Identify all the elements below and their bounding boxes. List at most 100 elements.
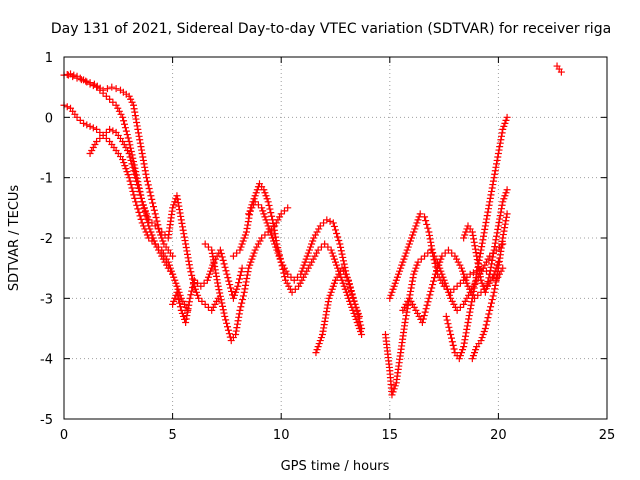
data-point: [114, 104, 122, 112]
data-point: [491, 239, 499, 247]
data-point: [463, 279, 471, 287]
data-point: [436, 258, 444, 266]
data-point: [316, 222, 324, 230]
data-point: [445, 323, 453, 331]
data-point: [277, 210, 285, 218]
data-point: [460, 300, 468, 308]
data-point: [244, 268, 252, 276]
data-point: [390, 282, 398, 290]
data-point: [358, 331, 366, 339]
data-point: [341, 270, 349, 278]
data-point: [493, 271, 501, 279]
data-point: [183, 312, 191, 320]
data-point: [328, 285, 336, 293]
data-point: [198, 297, 206, 305]
data-point: [133, 177, 141, 185]
data-point: [502, 217, 510, 225]
data-point: [438, 279, 446, 287]
data-point: [326, 217, 334, 225]
data-point: [82, 77, 90, 85]
data-point: [209, 303, 217, 311]
data-point: [402, 312, 410, 320]
data-point: [473, 256, 481, 264]
data-point: [287, 273, 295, 281]
data-point: [469, 269, 477, 277]
data-point: [357, 321, 365, 329]
data-point: [478, 279, 486, 287]
data-point: [446, 327, 454, 335]
data-point: [482, 321, 490, 329]
data-point: [211, 300, 219, 308]
data-point: [96, 134, 104, 142]
data-point: [470, 287, 478, 295]
data-point: [496, 139, 504, 147]
data-point: [172, 279, 180, 287]
data-point: [137, 143, 145, 151]
data-point: [142, 228, 150, 236]
data-point: [499, 198, 507, 206]
data-point: [122, 144, 130, 151]
data-point: [238, 299, 246, 307]
data-point: [272, 233, 280, 241]
data-point: [245, 264, 253, 272]
data-point: [354, 311, 362, 319]
data-point: [128, 98, 136, 106]
data-point: [489, 181, 497, 189]
data-point: [201, 300, 209, 308]
data-point: [223, 270, 231, 278]
data-point: [503, 113, 511, 121]
data-point: [151, 222, 159, 230]
data-point: [293, 273, 301, 281]
data-point: [494, 268, 502, 276]
data-point: [263, 219, 271, 227]
data-point: [151, 240, 159, 248]
data-point: [307, 243, 315, 251]
data-point: [398, 261, 406, 269]
data-point: [138, 146, 146, 154]
data-point: [468, 294, 476, 302]
data-point: [103, 85, 111, 93]
data-point: [242, 278, 250, 286]
data-point: [183, 250, 191, 258]
data-point: [271, 230, 279, 238]
series-trace-e: [169, 246, 246, 326]
data-point: [503, 210, 511, 218]
data-point: [338, 264, 346, 272]
data-point: [440, 282, 448, 290]
data-point: [430, 274, 438, 282]
chart-title: Day 131 of 2021, Sidereal Day-to-day VTE…: [51, 21, 611, 37]
data-point: [460, 339, 468, 347]
data-point: [462, 332, 470, 340]
data-point: [217, 250, 225, 258]
data-point: [449, 341, 457, 349]
data-point: [488, 184, 496, 192]
data-point: [456, 303, 464, 311]
data-point: [284, 270, 292, 278]
data-point: [443, 285, 451, 293]
data-point: [426, 235, 434, 243]
data-point: [421, 308, 429, 316]
data-point: [140, 160, 148, 168]
data-point: [271, 240, 279, 248]
data-point: [139, 201, 147, 209]
data-point: [239, 237, 247, 245]
data-point: [309, 237, 317, 245]
data-point: [491, 285, 499, 293]
data-point: [153, 217, 161, 225]
data-point: [484, 208, 492, 216]
data-point: [93, 137, 101, 145]
data-point: [136, 139, 144, 147]
data-point: [142, 170, 150, 178]
data-point: [133, 201, 141, 209]
data-point: [122, 165, 130, 173]
data-point: [300, 261, 308, 269]
data-point: [315, 340, 323, 348]
data-point: [480, 229, 488, 237]
data-point: [207, 267, 215, 275]
data-point: [125, 150, 133, 158]
data-point: [183, 308, 191, 316]
data-point: [342, 288, 350, 296]
data-point: [413, 219, 421, 227]
data-point: [476, 273, 484, 281]
